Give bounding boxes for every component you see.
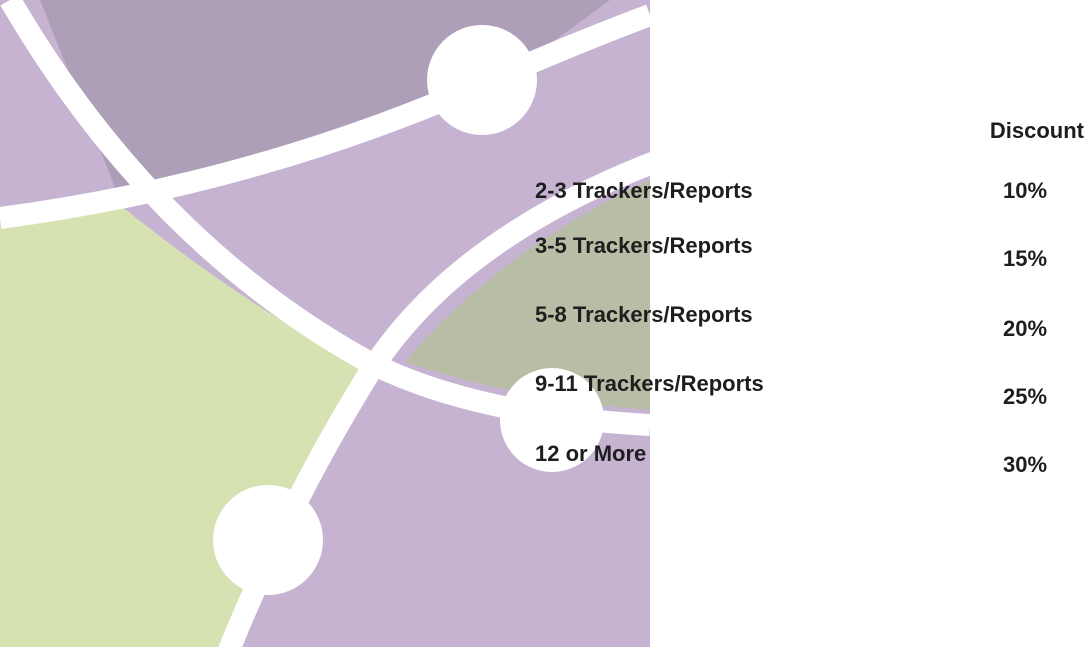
row-label: 3-5 Trackers/Reports [535, 233, 753, 259]
slide: Discount 2-3 Trackers/Reports 10% 3-5 Trac… [0, 0, 1084, 647]
discount-value: 15% [985, 246, 1065, 272]
discount-value: 20% [985, 316, 1065, 342]
row-label: 9-11 Trackers/Reports [535, 371, 764, 397]
row-label: 2-3 Trackers/Reports [535, 178, 753, 204]
row-label: 12 or More [535, 441, 646, 467]
discount-value: 30% [985, 452, 1065, 478]
discount-value: 10% [985, 178, 1065, 204]
discount-value: 25% [985, 384, 1065, 410]
column-header: Discount [960, 118, 1084, 144]
row-label: 5-8 Trackers/Reports [535, 302, 753, 328]
